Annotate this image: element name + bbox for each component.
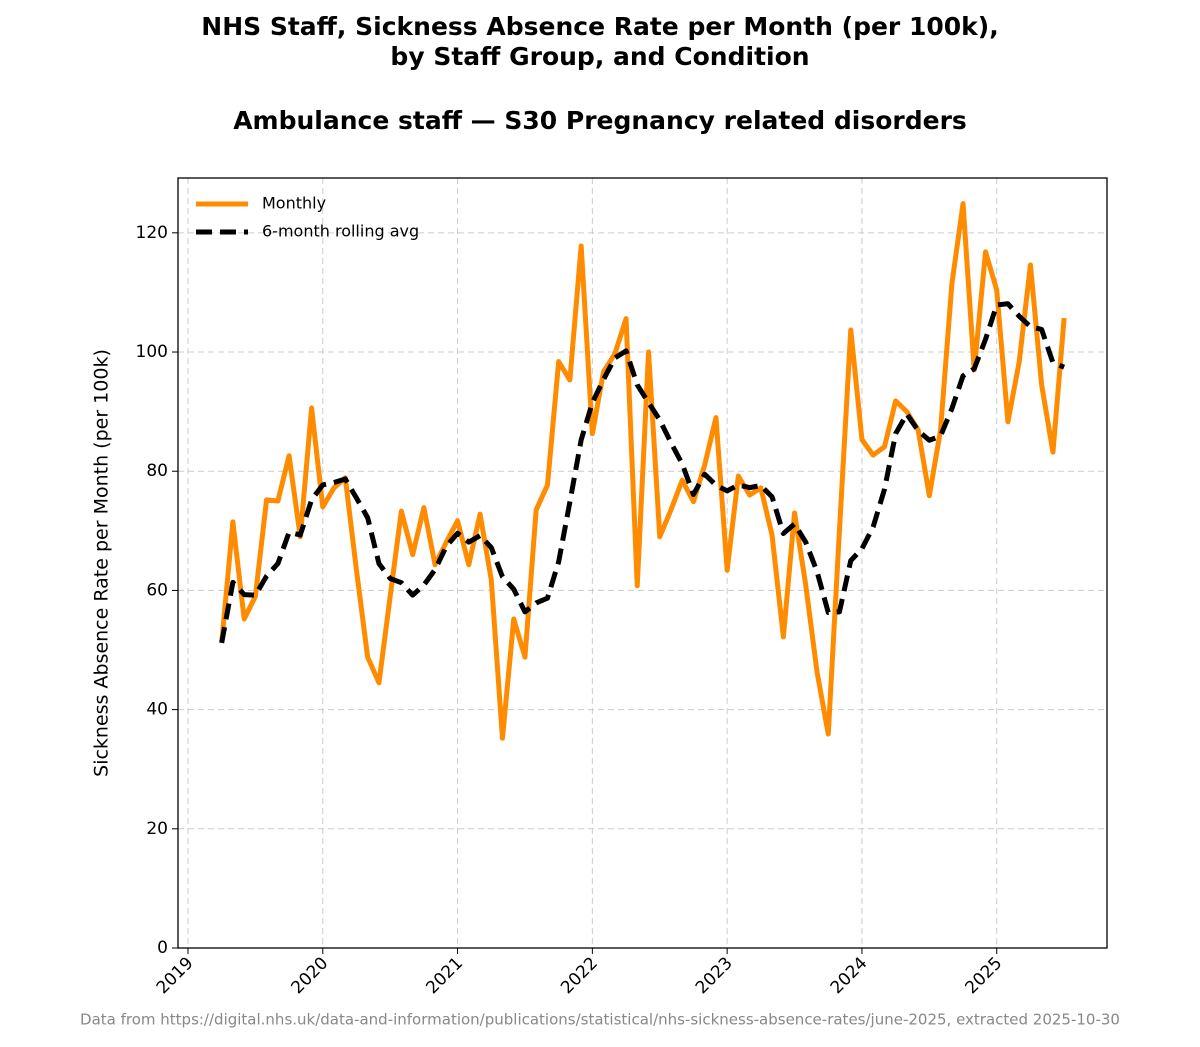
y-tick-label: 0	[157, 938, 168, 958]
y-tick-label: 20	[146, 819, 168, 839]
x-tick-label: 2025	[962, 953, 1007, 998]
legend-label: 6-month rolling avg	[262, 222, 419, 241]
x-tick-label: 2021	[422, 953, 467, 998]
x-tick-label: 2022	[557, 953, 602, 998]
x-tick-label: 2024	[827, 953, 872, 998]
y-tick-label: 120	[136, 223, 168, 243]
chart-title: NHS Staff, Sickness Absence Rate per Mon…	[201, 12, 998, 41]
footnote: Data from https://digital.nhs.uk/data-an…	[80, 1011, 1120, 1029]
y-tick-label: 80	[146, 461, 168, 481]
y-tick-label: 60	[146, 580, 168, 600]
x-tick-label: 2020	[288, 953, 333, 998]
x-tick-label: 2019	[153, 953, 198, 998]
data-line	[219, 301, 1066, 644]
y-tick-label: 100	[136, 342, 168, 362]
data-line	[219, 201, 1067, 741]
chart-title: by Staff Group, and Condition	[390, 42, 809, 71]
x-tick-label: 2023	[692, 953, 737, 998]
y-axis-label: Sickness Absence Rate per Month (per 100…	[91, 349, 113, 777]
legend-label: Monthly	[262, 194, 326, 213]
plot-frame	[177, 177, 1108, 949]
y-tick-label: 40	[146, 700, 168, 720]
chart-subtitle: Ambulance staff — S30 Pregnancy related …	[233, 106, 967, 135]
